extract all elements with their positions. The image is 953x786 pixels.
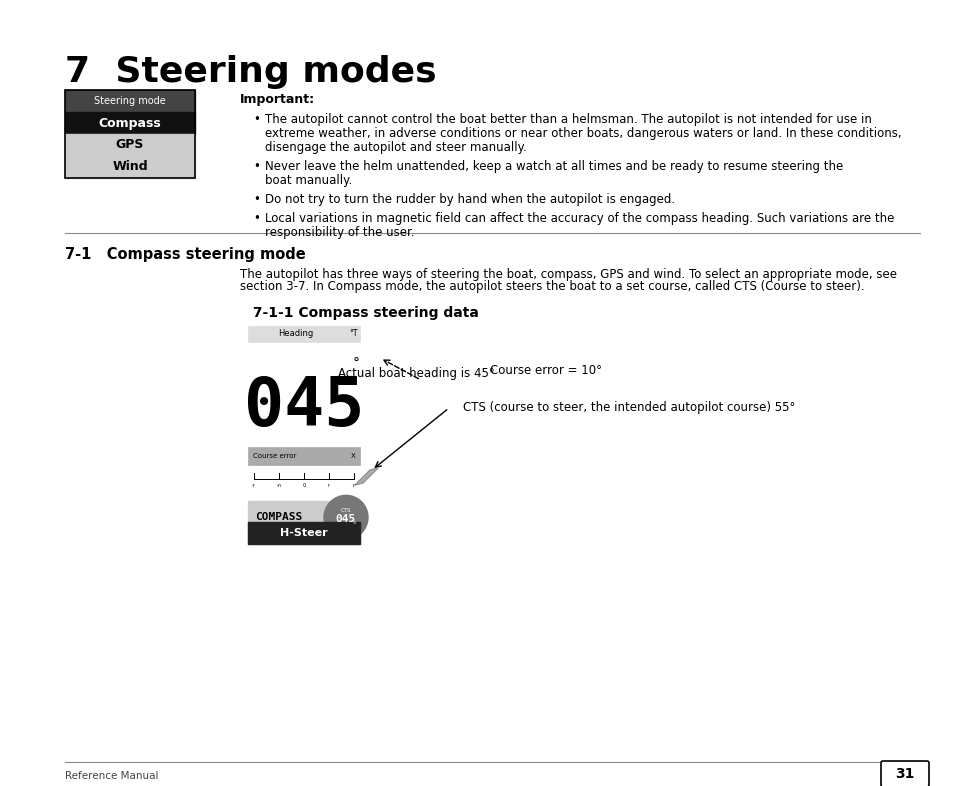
Text: Important:: Important: <box>240 93 314 106</box>
Text: 045: 045 <box>335 514 355 524</box>
Bar <box>248 465 359 501</box>
Text: CTS (course to steer, the intended autopilot course) 55°: CTS (course to steer, the intended autop… <box>462 401 795 413</box>
Text: 7  Steering modes: 7 Steering modes <box>65 55 436 89</box>
Text: X: X <box>351 453 355 459</box>
Text: boat manually.: boat manually. <box>265 174 352 187</box>
Text: 7-1-1 Compass steering data: 7-1-1 Compass steering data <box>248 306 478 320</box>
Text: Actual boat heading is 45°: Actual boat heading is 45° <box>337 368 495 380</box>
Text: •: • <box>253 212 259 225</box>
Text: r: r <box>328 483 330 488</box>
Text: responsibility of the user.: responsibility of the user. <box>265 226 415 239</box>
Bar <box>248 522 359 544</box>
Bar <box>65 90 194 112</box>
Text: The autopilot cannot control the boat better than a helmsman. The autopilot is n: The autopilot cannot control the boat be… <box>265 113 871 126</box>
Text: section 3-7. In Compass mode, the autopilot steers the boat to a set course, cal: section 3-7. In Compass mode, the autopi… <box>240 280 863 293</box>
Text: 7-1   Compass steering mode: 7-1 Compass steering mode <box>65 247 305 262</box>
Text: Never leave the helm unattended, keep a watch at all times and be ready to resum: Never leave the helm unattended, keep a … <box>265 160 842 173</box>
Text: r: r <box>353 483 355 488</box>
Circle shape <box>324 495 368 539</box>
Text: disengage the autopilot and steer manually.: disengage the autopilot and steer manual… <box>265 141 526 154</box>
Bar <box>248 501 359 544</box>
Bar <box>248 326 359 544</box>
Text: °: ° <box>352 357 359 371</box>
Text: GPS: GPS <box>115 138 144 152</box>
Text: Course error: Course error <box>253 453 296 459</box>
Text: Steering mode: Steering mode <box>94 96 166 106</box>
Text: •: • <box>253 160 259 173</box>
Text: COMPASS: COMPASS <box>254 512 302 523</box>
Bar <box>248 447 359 465</box>
Text: °T: °T <box>350 329 358 339</box>
Bar <box>248 326 359 342</box>
Text: •: • <box>253 193 259 206</box>
Bar <box>65 156 194 178</box>
Text: -r: -r <box>252 483 255 488</box>
FancyBboxPatch shape <box>880 761 928 786</box>
Text: CTS: CTS <box>340 508 351 512</box>
Bar <box>65 90 194 178</box>
Text: Compass: Compass <box>98 116 161 130</box>
Text: Heading: Heading <box>278 329 314 339</box>
Text: Local variations in magnetic field can affect the accuracy of the compass headin: Local variations in magnetic field can a… <box>265 212 894 225</box>
Polygon shape <box>355 468 377 485</box>
Text: Reference Manual: Reference Manual <box>65 771 158 781</box>
Text: extreme weather, in adverse conditions or near other boats, dangerous waters or : extreme weather, in adverse conditions o… <box>265 127 901 140</box>
Text: Wind: Wind <box>112 160 148 174</box>
Text: 045: 045 <box>244 374 364 440</box>
Text: H-Steer: H-Steer <box>280 528 328 538</box>
Text: -n: -n <box>276 483 281 488</box>
Text: The autopilot has three ways of steering the boat, compass, GPS and wind. To sel: The autopilot has three ways of steering… <box>240 268 896 281</box>
Bar <box>65 134 194 156</box>
Text: 31: 31 <box>894 767 914 781</box>
Text: Do not try to turn the rudder by hand when the autopilot is engaged.: Do not try to turn the rudder by hand wh… <box>265 193 675 206</box>
Text: •: • <box>253 113 259 126</box>
Text: Course error = 10°: Course error = 10° <box>490 363 601 376</box>
Bar <box>65 112 194 134</box>
Text: 0: 0 <box>302 483 305 488</box>
Text: °: ° <box>352 523 355 528</box>
